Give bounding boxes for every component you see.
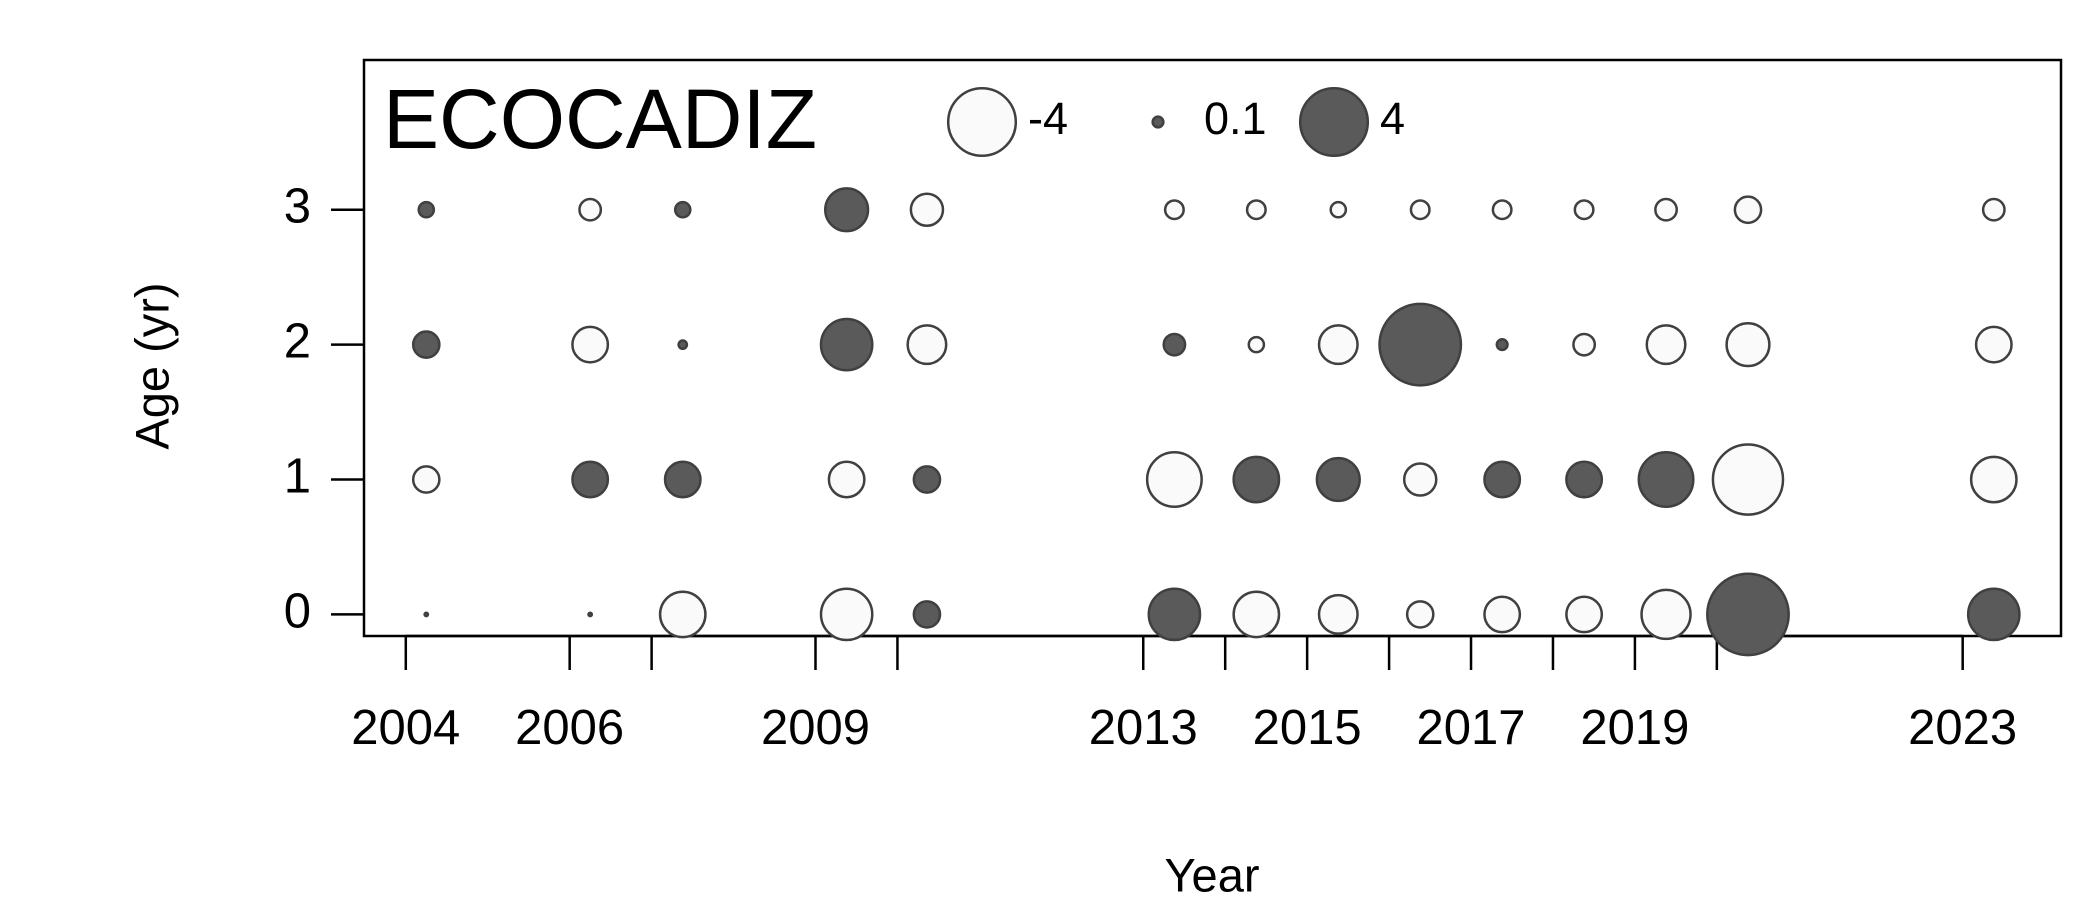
bubble (1974, 325, 2013, 364)
bubble (411, 330, 441, 359)
legend-label: 0.1 (1204, 93, 1267, 144)
legend-bubble (1151, 115, 1165, 129)
x-tick-label: 2006 (515, 701, 624, 755)
chart-title: ECOCADIZ (383, 72, 817, 166)
bubble (1637, 451, 1695, 509)
bubble (819, 317, 874, 372)
bubble (1163, 199, 1185, 221)
bubble (819, 587, 874, 642)
bubble (1565, 460, 1604, 499)
x-tick-label: 2023 (1908, 701, 2017, 755)
bubble (1640, 588, 1692, 641)
bubble (663, 460, 702, 499)
bubble (1711, 443, 1785, 516)
bubble (912, 600, 942, 629)
bubble (1232, 455, 1281, 504)
y-tick-label: 2 (284, 315, 311, 369)
bubble (417, 200, 436, 219)
bubble (1706, 572, 1790, 657)
bubble (411, 465, 441, 494)
y-tick-label: 0 (284, 584, 311, 638)
bubble (1654, 197, 1678, 222)
bubble (1645, 324, 1687, 366)
y-tick-label: 1 (284, 449, 311, 503)
x-tick-label: 2019 (1580, 701, 1689, 755)
bubble (1565, 595, 1604, 634)
bubble (1573, 199, 1595, 221)
x-axis-label: Year (1165, 848, 1260, 900)
bubble (1315, 456, 1361, 503)
bubble (912, 465, 942, 494)
bubble (1483, 595, 1522, 634)
bubble (1572, 332, 1597, 357)
bubble (587, 611, 594, 618)
bubble (1495, 338, 1509, 352)
bubble (1483, 460, 1522, 499)
y-tick-label: 3 (284, 180, 311, 234)
bubble (824, 187, 870, 233)
x-tick-label: 2017 (1417, 701, 1526, 755)
bubble (1405, 600, 1435, 629)
bubble (827, 460, 866, 499)
bubble (1969, 455, 2018, 504)
bubble (1733, 195, 1763, 225)
bubble (1245, 199, 1267, 221)
bubble (1232, 590, 1281, 639)
bubble (906, 324, 948, 366)
bubble (1725, 322, 1771, 368)
x-tick-label: 2015 (1253, 701, 1362, 755)
bubble (1966, 587, 2021, 642)
bubble (1409, 199, 1431, 221)
bubble (1145, 451, 1203, 509)
bubble (1147, 587, 1202, 642)
bubble (673, 200, 692, 219)
bubble (909, 192, 945, 228)
bubble (658, 590, 707, 639)
x-tick-label: 2013 (1089, 701, 1198, 755)
legend-label: -4 (1028, 93, 1068, 144)
legend-bubble (1298, 86, 1370, 158)
bubble (1317, 324, 1359, 366)
x-tick-label: 2004 (351, 701, 460, 755)
bubble (1402, 462, 1438, 497)
bubble (1247, 335, 1266, 354)
bubble (1317, 593, 1359, 635)
bubble (677, 339, 689, 351)
bubble (1981, 197, 2006, 222)
y-axis-label: Age (yr) (125, 282, 178, 449)
bubble (1329, 200, 1348, 219)
bubble (423, 611, 430, 618)
bubble (571, 460, 610, 499)
legend-label: 4 (1380, 93, 1405, 144)
x-tick-label: 2009 (761, 701, 870, 755)
bubble (1162, 332, 1187, 357)
bubble (571, 325, 610, 364)
bubble (578, 197, 603, 222)
bubble (1491, 199, 1513, 221)
bubble (1378, 302, 1463, 387)
legend-bubble (946, 86, 1018, 158)
